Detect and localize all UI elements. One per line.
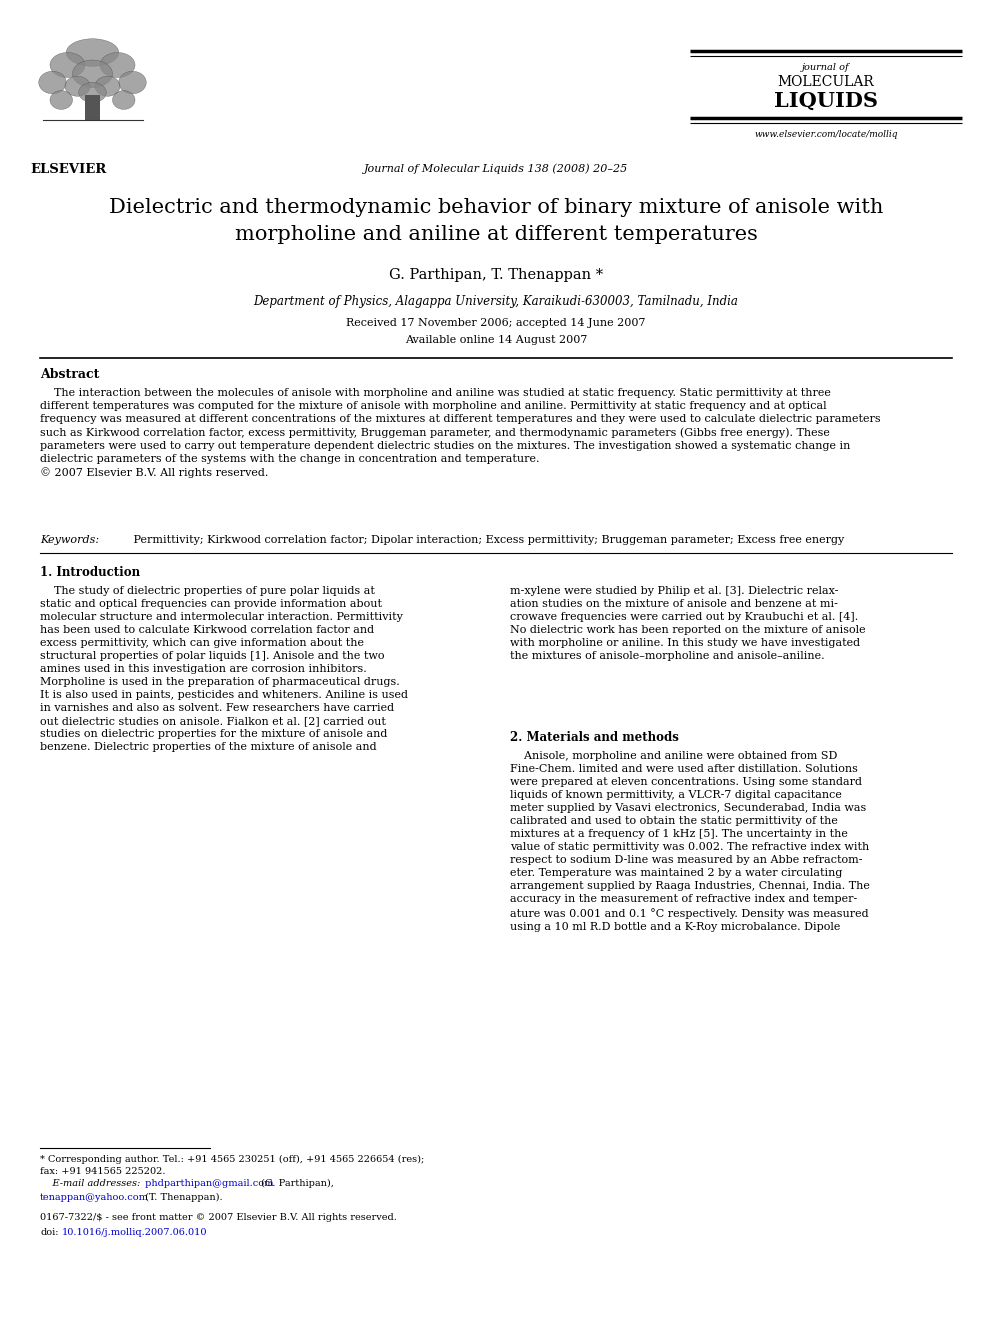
Ellipse shape <box>65 77 90 97</box>
Text: 2. Materials and methods: 2. Materials and methods <box>510 732 679 744</box>
Text: Available online 14 August 2007: Available online 14 August 2007 <box>405 335 587 345</box>
Text: The study of dielectric properties of pure polar liquids at
static and optical f: The study of dielectric properties of pu… <box>40 586 408 753</box>
Ellipse shape <box>119 71 146 94</box>
Text: Journal of Molecular Liquids 138 (2008) 20–25: Journal of Molecular Liquids 138 (2008) … <box>364 163 628 173</box>
Ellipse shape <box>112 90 135 110</box>
Text: The interaction between the molecules of anisole with morpholine and aniline was: The interaction between the molecules of… <box>40 388 881 478</box>
Ellipse shape <box>100 53 135 78</box>
Ellipse shape <box>78 82 106 102</box>
Text: E-mail addresses:: E-mail addresses: <box>40 1179 140 1188</box>
Ellipse shape <box>50 90 72 110</box>
Text: Anisole, morpholine and aniline were obtained from SD
Fine-Chem. limited and wer: Anisole, morpholine and aniline were obt… <box>510 751 870 931</box>
Text: (T. Thenappan).: (T. Thenappan). <box>142 1193 222 1203</box>
Text: Abstract: Abstract <box>40 368 99 381</box>
Text: www.elsevier.com/locate/molliq: www.elsevier.com/locate/molliq <box>754 130 898 139</box>
Text: 1. Introduction: 1. Introduction <box>40 566 140 579</box>
Text: Received 17 November 2006; accepted 14 June 2007: Received 17 November 2006; accepted 14 J… <box>346 318 646 328</box>
Ellipse shape <box>50 53 85 78</box>
Bar <box>85 95 100 120</box>
Text: Permittivity; Kirkwood correlation factor; Dipolar interaction; Excess permittiv: Permittivity; Kirkwood correlation facto… <box>130 534 844 545</box>
Ellipse shape <box>66 38 119 66</box>
Text: Dielectric and thermodynamic behavior of binary mixture of anisole with
morpholi: Dielectric and thermodynamic behavior of… <box>109 198 883 243</box>
Ellipse shape <box>95 77 120 97</box>
Text: doi:: doi: <box>40 1228 59 1237</box>
Text: m-xylene were studied by Philip et al. [3]. Dielectric relax-
ation studies on t: m-xylene were studied by Philip et al. [… <box>510 586 866 662</box>
Text: Department of Physics, Alagappa University, Karaikudi-630003, Tamilnadu, India: Department of Physics, Alagappa Universi… <box>254 295 738 308</box>
Text: 10.1016/j.molliq.2007.06.010: 10.1016/j.molliq.2007.06.010 <box>62 1228 207 1237</box>
Text: journal of: journal of <box>803 64 850 71</box>
Text: (G. Parthipan),: (G. Parthipan), <box>258 1179 334 1188</box>
Text: tenappan@yahoo.com: tenappan@yahoo.com <box>40 1193 149 1203</box>
Text: G. Parthipan, T. Thenappan *: G. Parthipan, T. Thenappan * <box>389 269 603 282</box>
Text: * Corresponding author. Tel.: +91 4565 230251 (off), +91 4565 226654 (res);
fax:: * Corresponding author. Tel.: +91 4565 2… <box>40 1155 425 1176</box>
Ellipse shape <box>39 71 66 94</box>
Text: 0167-7322/$ - see front matter © 2007 Elsevier B.V. All rights reserved.: 0167-7322/$ - see front matter © 2007 El… <box>40 1213 397 1222</box>
Text: LIQUIDS: LIQUIDS <box>774 91 878 111</box>
Ellipse shape <box>72 60 112 87</box>
Text: Keywords:: Keywords: <box>40 534 99 545</box>
Text: ELSEVIER: ELSEVIER <box>30 163 106 176</box>
Text: MOLECULAR: MOLECULAR <box>778 75 874 89</box>
Text: phdparthipan@gmail.com: phdparthipan@gmail.com <box>142 1179 274 1188</box>
